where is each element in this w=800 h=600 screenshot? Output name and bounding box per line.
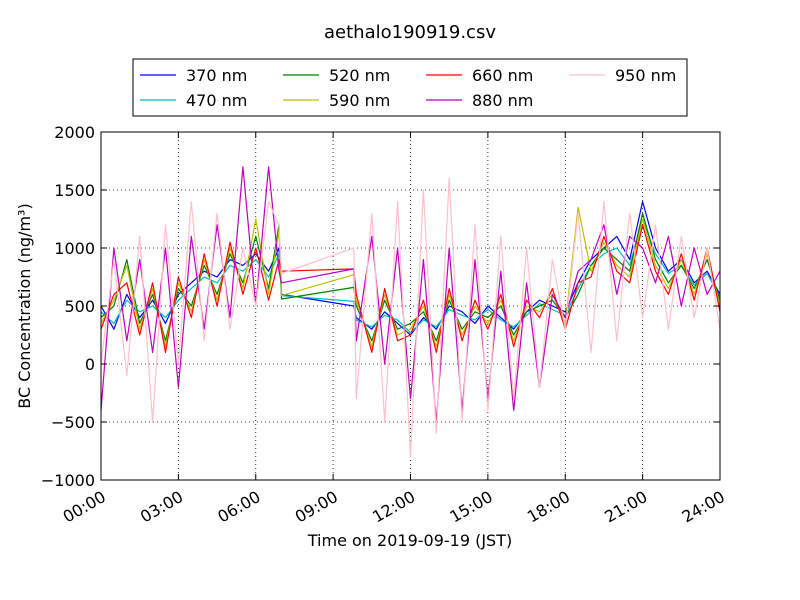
y-tick-label: −500: [51, 413, 95, 432]
series-line-880-nm: [101, 166, 720, 423]
y-tick-label: 2000: [54, 123, 95, 142]
axis-ticks: [100, 131, 721, 481]
legend-label: 880 nm: [472, 91, 533, 110]
legend: 370 nm 470 nm 520 nm 590 nm 660 nm 880 nm 950 …: [132, 58, 688, 117]
y-tick-label: 500: [64, 297, 95, 316]
y-tick-label: 1500: [54, 181, 95, 200]
legend-label: 520 nm: [329, 66, 390, 85]
legend-label: 370 nm: [186, 66, 247, 85]
y-tick-label: −1000: [41, 471, 95, 490]
y-tick-labels: −1000 −500 0 500 1000 1500 2000: [41, 123, 95, 490]
y-tick-label: 1000: [54, 239, 95, 258]
legend-label: 660 nm: [472, 66, 533, 85]
legend-label: 470 nm: [186, 91, 247, 110]
x-axis-label: Time on 2019-09-19 (JST): [307, 531, 512, 550]
legend-label: 950 nm: [615, 66, 676, 85]
chart-title: aethalo190919.csv: [324, 22, 496, 43]
plot-area: [100, 131, 721, 481]
series-line-950-nm: [101, 177, 720, 458]
y-tick-label: 0: [85, 355, 95, 374]
legend-box: [132, 58, 688, 117]
legend-label: 590 nm: [329, 91, 390, 110]
series-lines: [101, 166, 720, 458]
y-axis-label: BC Concentration (ng/m³): [15, 203, 34, 408]
